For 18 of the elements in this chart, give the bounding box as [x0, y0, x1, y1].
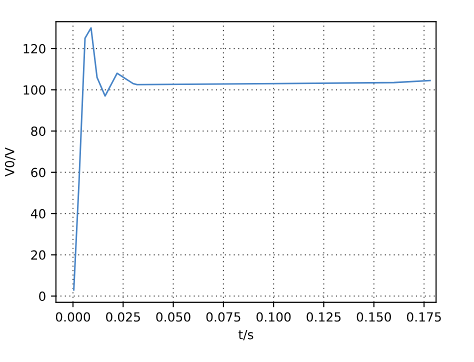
x-tick-label: 0.175: [406, 312, 441, 322]
x-tick-label: 0.050: [156, 312, 190, 322]
y-tick-label: 40: [30, 209, 46, 218]
x-tick-label: 0.025: [106, 312, 140, 322]
y-tick-label: 120: [24, 44, 46, 54]
x-tick-label: 0.075: [206, 312, 240, 322]
x-tick-label: 0.000: [56, 312, 90, 322]
x-axis-title: t/s: [238, 330, 254, 340]
x-tick-label: 0.150: [356, 312, 391, 322]
x-tick-label: 0.100: [256, 312, 291, 322]
y-tick-label: 60: [31, 168, 46, 178]
x-tick-label: 0.125: [306, 312, 341, 322]
line-series: [73, 27, 431, 291]
y-tick-label: 100: [24, 85, 46, 95]
y-tick-label: 20: [31, 250, 46, 260]
y-tick-label: 0: [39, 292, 46, 302]
y-axis-title: V0/V: [4, 147, 16, 177]
y-tick-label: 80: [31, 126, 46, 136]
